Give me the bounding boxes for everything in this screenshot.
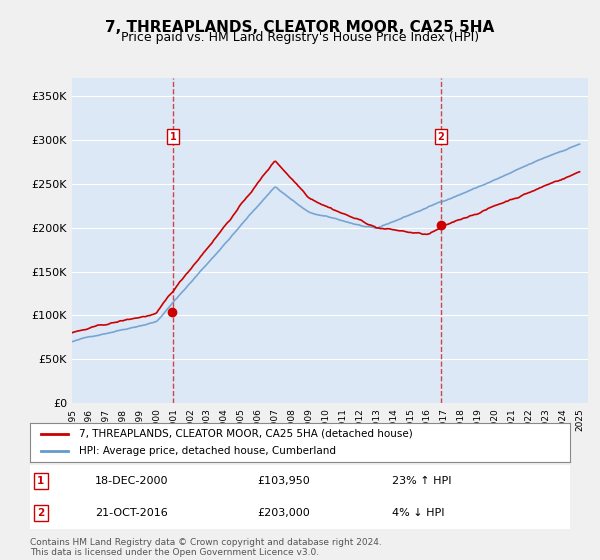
- Text: 1: 1: [169, 132, 176, 142]
- Text: £103,950: £103,950: [257, 476, 310, 486]
- Text: 18-DEC-2000: 18-DEC-2000: [95, 476, 168, 486]
- Text: 21-OCT-2016: 21-OCT-2016: [95, 508, 167, 518]
- Text: Price paid vs. HM Land Registry's House Price Index (HPI): Price paid vs. HM Land Registry's House …: [121, 31, 479, 44]
- Text: 2: 2: [437, 132, 444, 142]
- Text: £203,000: £203,000: [257, 508, 310, 518]
- Text: 4% ↓ HPI: 4% ↓ HPI: [392, 508, 444, 518]
- Text: HPI: Average price, detached house, Cumberland: HPI: Average price, detached house, Cumb…: [79, 446, 335, 456]
- Text: 1: 1: [37, 476, 44, 486]
- Text: 2: 2: [37, 508, 44, 518]
- Text: 7, THREAPLANDS, CLEATOR MOOR, CA25 5HA (detached house): 7, THREAPLANDS, CLEATOR MOOR, CA25 5HA (…: [79, 429, 412, 439]
- Text: Contains HM Land Registry data © Crown copyright and database right 2024.
This d: Contains HM Land Registry data © Crown c…: [30, 538, 382, 557]
- Text: 7, THREAPLANDS, CLEATOR MOOR, CA25 5HA: 7, THREAPLANDS, CLEATOR MOOR, CA25 5HA: [106, 20, 494, 35]
- Text: 23% ↑ HPI: 23% ↑ HPI: [392, 476, 451, 486]
